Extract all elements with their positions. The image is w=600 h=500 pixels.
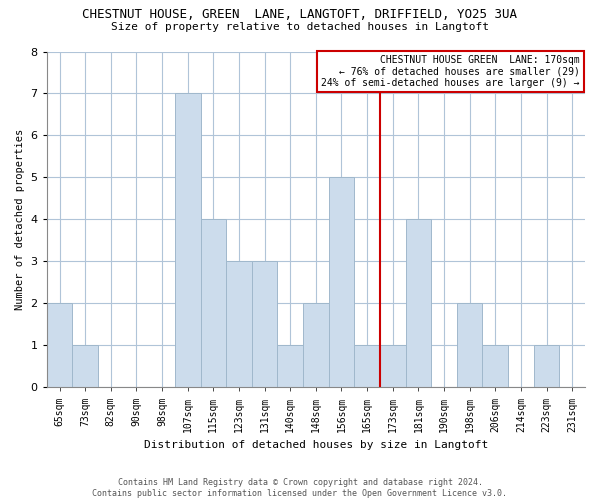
- Bar: [252, 262, 277, 388]
- Bar: [303, 304, 329, 388]
- Text: Size of property relative to detached houses in Langtoft: Size of property relative to detached ho…: [111, 22, 489, 32]
- Bar: [277, 346, 303, 388]
- Bar: [47, 304, 73, 388]
- Bar: [534, 346, 559, 388]
- Text: CHESTNUT HOUSE, GREEN  LANE, LANGTOFT, DRIFFIELD, YO25 3UA: CHESTNUT HOUSE, GREEN LANE, LANGTOFT, DR…: [83, 8, 517, 20]
- Bar: [406, 220, 431, 388]
- Bar: [200, 220, 226, 388]
- Bar: [73, 346, 98, 388]
- Bar: [329, 178, 355, 388]
- Bar: [482, 346, 508, 388]
- X-axis label: Distribution of detached houses by size in Langtoft: Distribution of detached houses by size …: [144, 440, 488, 450]
- Text: CHESTNUT HOUSE GREEN  LANE: 170sqm
← 76% of detached houses are smaller (29)
24%: CHESTNUT HOUSE GREEN LANE: 170sqm ← 76% …: [321, 55, 580, 88]
- Text: Contains HM Land Registry data © Crown copyright and database right 2024.
Contai: Contains HM Land Registry data © Crown c…: [92, 478, 508, 498]
- Y-axis label: Number of detached properties: Number of detached properties: [15, 129, 25, 310]
- Bar: [175, 94, 200, 388]
- Bar: [355, 346, 380, 388]
- Bar: [380, 346, 406, 388]
- Bar: [226, 262, 252, 388]
- Bar: [457, 304, 482, 388]
